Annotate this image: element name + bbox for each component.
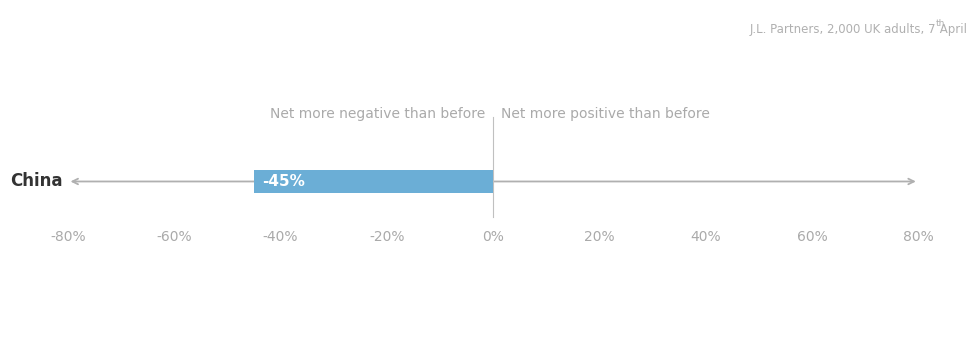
Text: -60%: -60% (157, 230, 191, 244)
Text: 40%: 40% (690, 230, 721, 244)
Text: 20%: 20% (584, 230, 615, 244)
Text: -45%: -45% (262, 174, 305, 189)
Text: 0%: 0% (483, 230, 504, 244)
Text: -80%: -80% (50, 230, 85, 244)
Text: J.L. Partners, 2,000 UK adults, 7: J.L. Partners, 2,000 UK adults, 7 (749, 23, 936, 36)
Text: -20%: -20% (369, 230, 404, 244)
Text: -40%: -40% (263, 230, 298, 244)
FancyBboxPatch shape (253, 170, 493, 193)
Text: th: th (936, 19, 946, 28)
Text: April 2020: April 2020 (936, 23, 967, 36)
Text: 80%: 80% (903, 230, 934, 244)
Text: 60%: 60% (797, 230, 828, 244)
Text: Net more negative than before: Net more negative than before (270, 107, 485, 121)
Text: China: China (10, 172, 62, 191)
Text: Net more positive than before: Net more positive than before (501, 107, 710, 121)
